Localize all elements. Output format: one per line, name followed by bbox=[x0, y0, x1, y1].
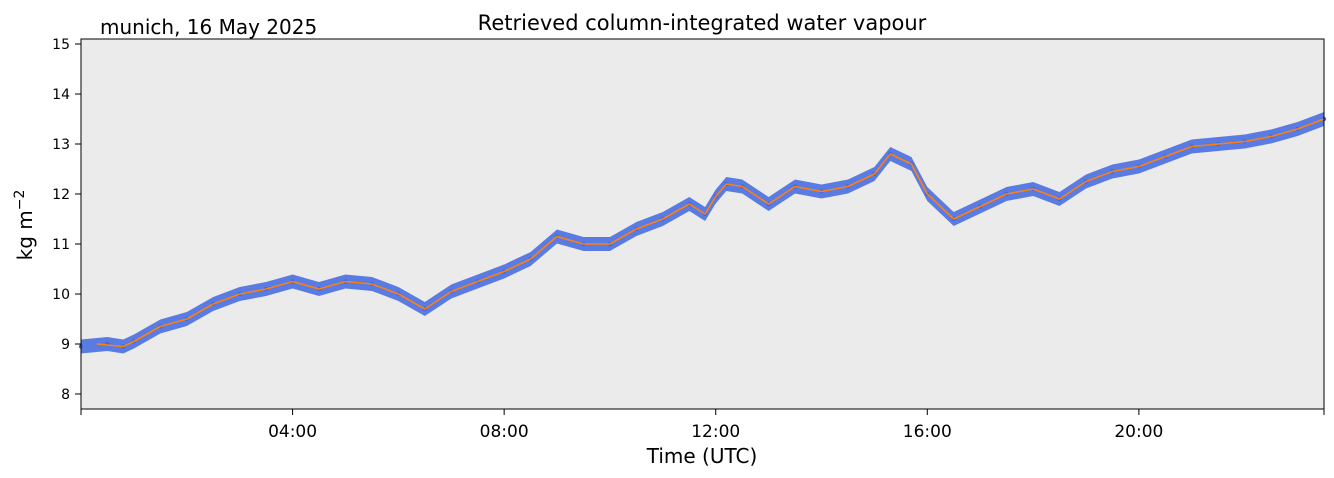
plot-frame bbox=[80, 38, 1325, 410]
y-tick-label: 14 bbox=[52, 87, 70, 103]
x-axis-title: Time (UTC) bbox=[646, 444, 758, 468]
y-tick-label: 12 bbox=[52, 187, 70, 203]
x-tick-label: 04:00 bbox=[268, 422, 317, 442]
plot-area bbox=[81, 39, 1324, 409]
location-date-label: munich, 16 May 2025 bbox=[100, 15, 317, 39]
y-tick-label: 8 bbox=[61, 387, 70, 403]
smoothed-line bbox=[96, 118, 1325, 348]
chart-title: Retrieved column-integrated water vapour bbox=[478, 11, 927, 35]
y-axis-title: kg m−2 bbox=[12, 190, 37, 261]
x-tick-label: 12:00 bbox=[691, 422, 740, 442]
y-axis-title-exponent: −2 bbox=[12, 190, 28, 211]
y-axis-title-base: kg m bbox=[13, 210, 37, 260]
observation-band bbox=[81, 112, 1324, 354]
y-tick-label: 11 bbox=[52, 237, 70, 253]
y-tick-label: 15 bbox=[52, 37, 70, 53]
x-tick-label: 16:00 bbox=[903, 422, 952, 442]
y-tick-label: 9 bbox=[61, 337, 70, 353]
x-axis: 04:00 08:00 12:00 16:00 20:00 bbox=[80, 409, 1325, 442]
y-tick-label: 13 bbox=[52, 137, 70, 153]
x-tick-label: 08:00 bbox=[480, 422, 529, 442]
x-tick-label: 20:00 bbox=[1114, 422, 1163, 442]
y-axis: 8 9 10 11 12 13 14 15 bbox=[52, 37, 81, 403]
y-tick-label: 10 bbox=[52, 287, 70, 303]
smoothed-line-group bbox=[96, 118, 1325, 348]
